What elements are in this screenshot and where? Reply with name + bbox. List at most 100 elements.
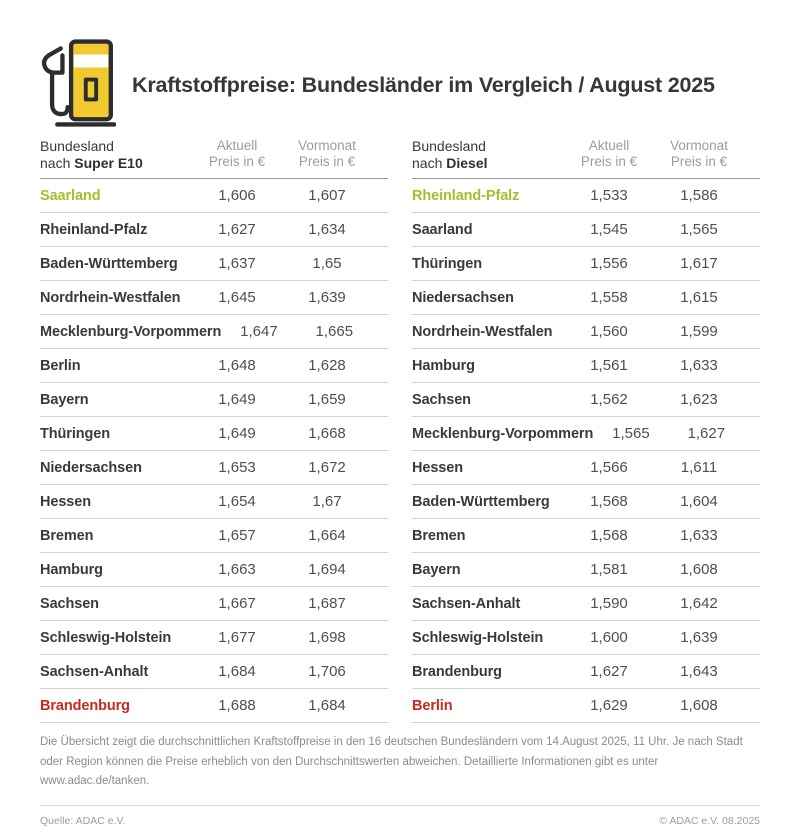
state-name: Brandenburg xyxy=(412,663,502,680)
current-price: 1,545 xyxy=(590,221,628,239)
fuel-type-label: Diesel xyxy=(446,154,488,171)
table-row: Baden-Württemberg 1,637 1,65 xyxy=(40,247,388,282)
current-price: 1,657 xyxy=(218,527,256,545)
previous-month-price: 1,65 xyxy=(312,255,342,273)
previous-month-price: 1,607 xyxy=(308,187,346,205)
state-name: Baden-Württemberg xyxy=(412,493,550,510)
table-row: Hessen 1,654 1,67 xyxy=(40,485,388,520)
table-row: Hessen 1,566 1,611 xyxy=(412,451,760,486)
state-name: Sachsen xyxy=(412,391,471,408)
header: Kraftstoffpreise: Bundesländer im Vergle… xyxy=(40,36,760,134)
table-row: Sachsen-Anhalt 1,684 1,706 xyxy=(40,655,388,690)
current-price: 1,677 xyxy=(218,629,256,647)
current-price: 1,590 xyxy=(590,595,628,613)
column-header-bundesland: Bundesland nach Super E10 xyxy=(40,138,143,171)
previous-month-price: 1,623 xyxy=(680,391,718,409)
state-name: Rheinland-Pfalz xyxy=(412,187,520,204)
current-price: 1,637 xyxy=(218,255,256,273)
current-price: 1,561 xyxy=(590,357,628,375)
current-price: 1,600 xyxy=(590,629,628,647)
state-name: Bayern xyxy=(40,391,89,408)
infographic: Kraftstoffpreise: Bundesländer im Vergle… xyxy=(40,36,760,827)
fuel-type-label: Super E10 xyxy=(74,154,143,171)
state-name: Rheinland-Pfalz xyxy=(40,221,148,238)
previous-month-price: 1,694 xyxy=(308,561,346,579)
table-row: Sachsen 1,562 1,623 xyxy=(412,383,760,418)
table-row: Nordrhein-Westfalen 1,560 1,599 xyxy=(412,315,760,350)
footer-bar: Quelle: ADAC e.V. © ADAC e.V. 08.2025 xyxy=(40,804,760,827)
previous-month-price: 1,628 xyxy=(308,357,346,375)
state-name: Brandenburg xyxy=(40,697,130,714)
current-price: 1,568 xyxy=(590,493,628,511)
previous-month-price: 1,665 xyxy=(315,323,354,341)
current-price: 1,649 xyxy=(218,425,256,443)
table-row: Bayern 1,581 1,608 xyxy=(412,553,760,588)
state-name: Schleswig-Holstein xyxy=(412,629,544,646)
table-row: Berlin 1,629 1,608 xyxy=(412,689,760,724)
footnote-text: Die Übersicht zeigt die durchschnittlich… xyxy=(40,736,743,788)
table-row: Sachsen-Anhalt 1,590 1,642 xyxy=(412,587,760,622)
table-row: Mecklenburg-Vorpommern 1,647 1,665 xyxy=(40,315,388,350)
table-row: Niedersachsen 1,558 1,615 xyxy=(412,281,760,316)
tables-area: Bundesland nach Super E10 Aktuell Preis … xyxy=(40,138,760,724)
current-price: 1,645 xyxy=(218,289,256,307)
table-row: Rheinland-Pfalz 1,533 1,586 xyxy=(412,179,760,214)
current-price: 1,562 xyxy=(590,391,628,409)
previous-month-price: 1,604 xyxy=(680,493,718,511)
fuel-pump-icon xyxy=(40,35,117,136)
state-name: Saarland xyxy=(40,187,101,204)
table-row: Hamburg 1,663 1,694 xyxy=(40,553,388,588)
source-label: Quelle: ADAC e.V. xyxy=(40,814,126,827)
previous-month-price: 1,586 xyxy=(680,187,718,205)
previous-month-price: 1,672 xyxy=(308,459,346,477)
current-price: 1,565 xyxy=(612,425,650,443)
state-name: Bremen xyxy=(412,527,466,544)
current-price: 1,627 xyxy=(590,663,628,681)
current-price: 1,568 xyxy=(590,527,628,545)
current-price: 1,648 xyxy=(218,357,256,375)
current-price: 1,647 xyxy=(240,323,278,341)
table-row: Hamburg 1,561 1,633 xyxy=(412,349,760,384)
page-title: Kraftstoffpreise: Bundesländer im Vergle… xyxy=(132,72,715,97)
state-name: Berlin xyxy=(412,697,453,714)
column-header-vormonat: Vormonat Preis in € xyxy=(670,138,728,169)
current-price: 1,654 xyxy=(218,493,256,511)
copyright-label: © ADAC e.V. 08.2025 xyxy=(659,814,760,827)
previous-month-price: 1,565 xyxy=(680,221,718,239)
table-row: Saarland 1,545 1,565 xyxy=(412,213,760,248)
state-name: Mecklenburg-Vorpommern xyxy=(412,425,594,442)
current-price: 1,627 xyxy=(218,221,256,239)
previous-month-price: 1,615 xyxy=(680,289,718,307)
table-row: Schleswig-Holstein 1,677 1,698 xyxy=(40,621,388,656)
previous-month-price: 1,639 xyxy=(680,629,718,647)
table-row: Baden-Württemberg 1,568 1,604 xyxy=(412,485,760,520)
state-name: Niedersachsen xyxy=(40,459,142,476)
table-row: Mecklenburg-Vorpommern 1,565 1,627 xyxy=(412,417,760,452)
state-name: Thüringen xyxy=(40,425,110,442)
table-super-e10: Bundesland nach Super E10 Aktuell Preis … xyxy=(40,138,388,724)
table-row: Brandenburg 1,627 1,643 xyxy=(412,655,760,690)
current-price: 1,560 xyxy=(590,323,628,341)
state-name: Hessen xyxy=(40,493,91,510)
previous-month-price: 1,634 xyxy=(308,221,346,239)
current-price: 1,533 xyxy=(590,187,628,205)
previous-month-price: 1,639 xyxy=(308,289,346,307)
previous-month-price: 1,684 xyxy=(308,697,346,715)
current-price: 1,556 xyxy=(590,255,628,273)
state-name: Sachsen-Anhalt xyxy=(412,595,521,612)
state-name: Sachsen-Anhalt xyxy=(40,663,149,680)
previous-month-price: 1,617 xyxy=(680,255,718,273)
current-price: 1,649 xyxy=(218,391,256,409)
column-header-bundesland: Bundesland nach Diesel xyxy=(412,138,488,171)
previous-month-price: 1,664 xyxy=(308,527,346,545)
current-price: 1,581 xyxy=(590,561,628,579)
previous-month-price: 1,698 xyxy=(308,629,346,647)
table-row: Thüringen 1,649 1,668 xyxy=(40,417,388,452)
previous-month-price: 1,687 xyxy=(308,595,346,613)
state-name: Nordrhein-Westfalen xyxy=(40,289,181,306)
current-price: 1,558 xyxy=(590,289,628,307)
previous-month-price: 1,599 xyxy=(680,323,718,341)
previous-month-price: 1,706 xyxy=(308,663,346,681)
state-name: Berlin xyxy=(40,357,81,374)
state-name: Bremen xyxy=(40,527,94,544)
